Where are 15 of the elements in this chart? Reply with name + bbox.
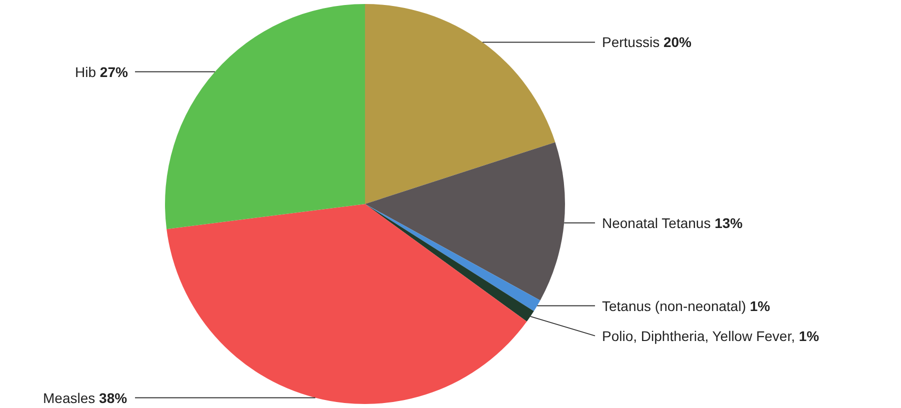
pie-slice — [165, 4, 365, 230]
slice-label: Pertussis — [602, 34, 660, 50]
pie-slice — [365, 4, 556, 204]
data-label: 38% — [99, 390, 128, 406]
data-label: 27% — [100, 64, 128, 80]
slice-label: Hib — [75, 64, 96, 80]
slice-label: Measles — [43, 390, 96, 406]
data-label: 20% — [663, 34, 692, 50]
pie-slice — [365, 142, 565, 300]
slice-label: Neonatal Tetanus — [602, 215, 711, 231]
slice-label: Polio, Diphtheria, Yellow Fever, 1% — [602, 328, 820, 344]
data-label: 13% — [714, 215, 744, 231]
data-label: 1% — [750, 298, 771, 314]
pie-slice — [166, 204, 527, 404]
slice-label: Tetanus (non-neonatal) — [602, 298, 746, 314]
